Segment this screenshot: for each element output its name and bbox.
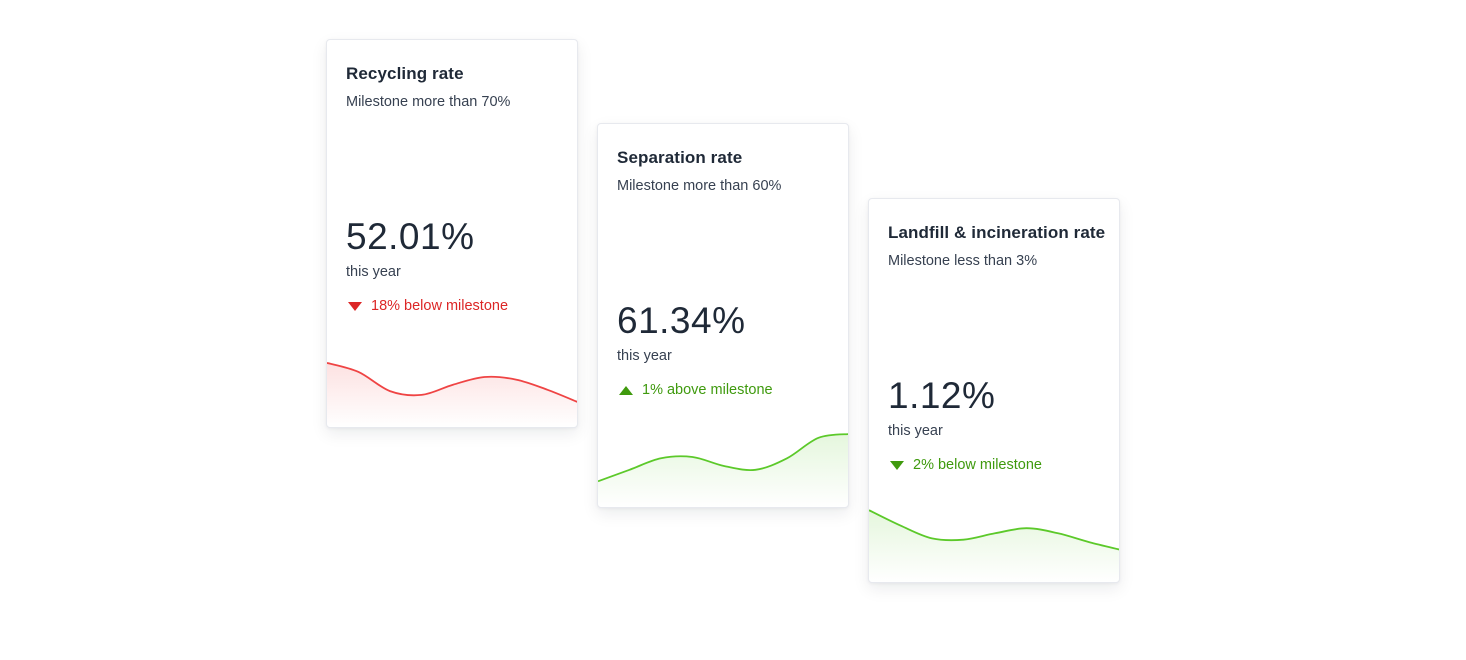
card-period: this year (346, 264, 401, 280)
sparkline-line (869, 509, 1119, 551)
triangle-down-icon (348, 301, 362, 311)
triangle-up-icon (619, 385, 633, 395)
triangle-down-icon (890, 460, 904, 470)
card-status-label: 1% above milestone (642, 382, 773, 398)
card-period: this year (888, 423, 943, 439)
separation-rate-card: Separation rate Milestone more than 60% … (597, 123, 849, 508)
card-status: 2% below milestone (890, 457, 1042, 473)
card-title: Separation rate (617, 148, 743, 167)
card-subtitle: Milestone less than 3% (888, 253, 1038, 269)
card-subtitle: Milestone more than 70% (346, 94, 511, 110)
sparkline-line (598, 433, 848, 483)
card-value: 52.01% (346, 216, 475, 257)
recycling-rate-card: Recycling rate Milestone more than 70% 5… (326, 39, 578, 428)
sparkline-area (869, 510, 1119, 582)
sparkline-area (327, 362, 577, 427)
card-title: Recycling rate (346, 64, 464, 83)
sparkline-chart (598, 433, 848, 507)
sparkline-line (327, 362, 577, 403)
card-value: 1.12% (888, 375, 996, 416)
card-value: 61.34% (617, 300, 746, 341)
card-subtitle: Milestone more than 60% (617, 178, 782, 194)
card-period: this year (617, 348, 672, 364)
card-status: 18% below milestone (348, 298, 508, 314)
sparkline-chart (327, 362, 577, 427)
card-status-label: 18% below milestone (371, 298, 509, 314)
landfill-incineration-rate-card: Landfill & incineration rate Milestone l… (868, 198, 1120, 583)
card-status-label: 2% below milestone (913, 457, 1042, 473)
card-title: Landfill & incineration rate (888, 223, 1106, 242)
card-status: 1% above milestone (619, 382, 773, 398)
sparkline-chart (869, 509, 1119, 582)
sparkline-area (598, 434, 848, 507)
